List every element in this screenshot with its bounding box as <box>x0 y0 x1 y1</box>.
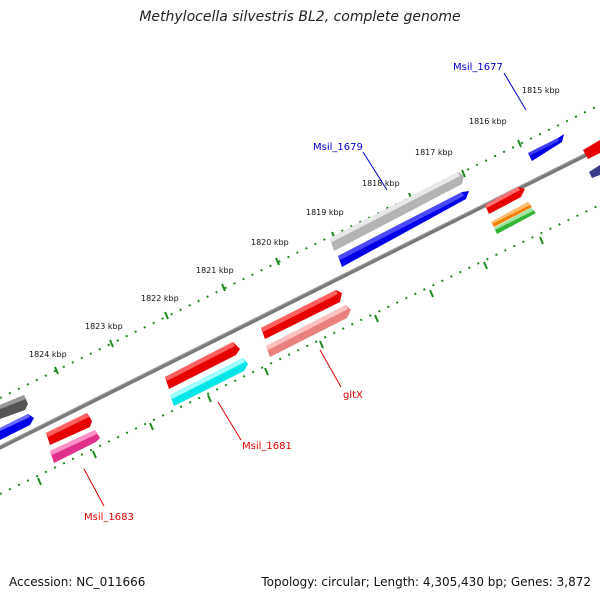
gene-magenta-msil1683[interactable] <box>50 430 100 463</box>
tick-label-1824: 1824 kbp <box>29 350 67 359</box>
gene-darkgray-left[interactable] <box>0 395 28 419</box>
tick-label-1815: 1815 kbp <box>522 86 560 95</box>
gene-red-c[interactable] <box>165 342 240 389</box>
gene-red-edge[interactable] <box>583 140 600 159</box>
tick-label-1823: 1823 kbp <box>85 322 123 331</box>
gene-labels: Msil_1677 Msil_1679 gltX Msil_1681 Msil_… <box>84 62 503 523</box>
gene-red-b[interactable] <box>261 290 342 339</box>
tick-label-1819: 1819 kbp <box>306 208 344 217</box>
topology-text: Topology: circular; Length: 4,305,430 bp… <box>261 575 591 589</box>
gene-navy-edge[interactable] <box>589 165 600 178</box>
accession-text: Accession: NC_011666 <box>9 575 146 589</box>
tick-label-1816: 1816 kbp <box>469 117 507 126</box>
tick-label-1820: 1820 kbp <box>251 238 289 247</box>
leader-gltx <box>319 349 342 388</box>
gene-pink-gltx[interactable] <box>266 305 351 357</box>
label-msil1681: Msil_1681 <box>242 441 292 452</box>
label-msil1683: Msil_1683 <box>84 512 134 523</box>
inner-major-ticks <box>37 236 544 486</box>
gene-green[interactable] <box>494 208 536 234</box>
gene-blue-msil1677[interactable] <box>528 134 564 161</box>
inner-tick-track <box>0 203 600 495</box>
tick-labels: 1815 kbp 1816 kbp 1817 kbp 1818 kbp 1819… <box>29 86 560 359</box>
gene-orange[interactable] <box>491 202 532 227</box>
label-gltx: gltX <box>343 390 363 401</box>
map-title: Methylocella silvestris BL2, complete ge… <box>139 9 461 25</box>
gene-cyan-msil1681[interactable] <box>170 358 248 406</box>
tick-label-1817: 1817 kbp <box>415 148 453 157</box>
tick-label-1821: 1821 kbp <box>196 266 234 275</box>
outer-tick-track <box>0 103 600 399</box>
leader-msil1677 <box>503 72 527 111</box>
gene-red-a[interactable] <box>485 187 525 214</box>
genome-backbone <box>0 145 600 450</box>
leader-msil1683 <box>83 468 105 507</box>
gene-gray-msil1679[interactable] <box>330 172 464 251</box>
label-msil1677: Msil_1677 <box>453 62 503 73</box>
leader-msil1681 <box>217 401 242 441</box>
gene-blue-msil1679[interactable] <box>338 191 469 267</box>
label-leaders <box>83 72 527 507</box>
gene-blue-left[interactable] <box>0 414 34 440</box>
tick-label-1818: 1818 kbp <box>362 179 400 188</box>
tick-label-1822: 1822 kbp <box>141 294 179 303</box>
gene-red-d[interactable] <box>46 413 92 445</box>
label-msil1679: Msil_1679 <box>313 142 363 153</box>
leader-msil1679 <box>362 151 388 191</box>
